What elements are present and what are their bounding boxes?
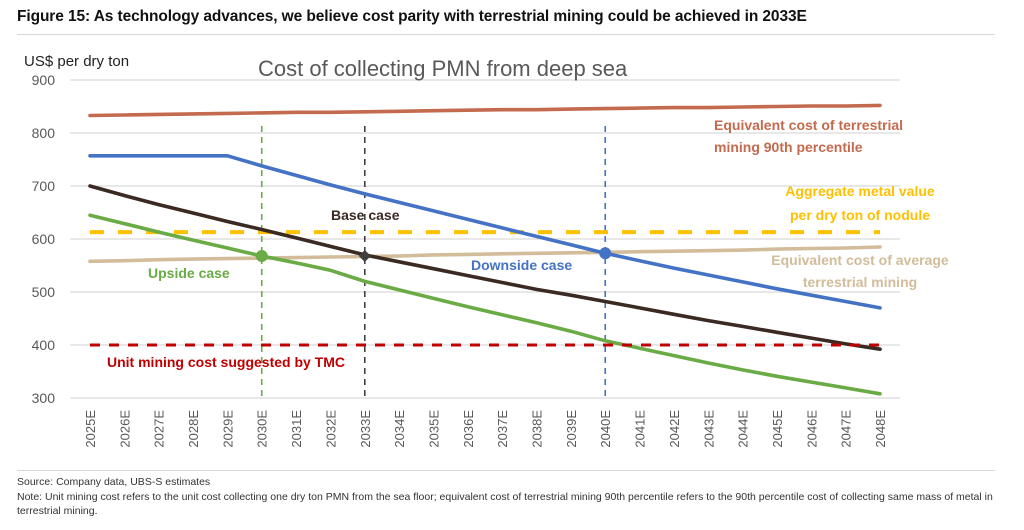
series-line <box>88 154 882 310</box>
figure-title: Figure 15: As technology advances, we be… <box>17 8 807 25</box>
series-annotation: mining 90th percentile <box>714 139 863 155</box>
y-axis-ticks: 300 400 500 600 700 800 900 <box>32 72 56 406</box>
x-tick-label: 2035E <box>426 410 441 448</box>
series-line <box>88 245 882 264</box>
series-annotation: Equivalent cost of terrestrial <box>714 117 903 133</box>
title-divider <box>17 34 995 35</box>
x-tick-label: 2026E <box>117 410 132 448</box>
parity-markers <box>255 247 612 262</box>
series-annotation: Aggregate metal value <box>785 183 935 199</box>
x-tick-label: 2046E <box>804 410 819 448</box>
y-tick-label: 700 <box>32 178 56 194</box>
x-tick-label: 2033E <box>358 410 373 448</box>
x-tick-label: 2029E <box>220 410 235 448</box>
series-annotation: Equivalent cost of average <box>771 252 949 268</box>
x-tick-label: 2025E <box>83 410 98 448</box>
parity-marker <box>255 249 268 262</box>
x-tick-label: 2042E <box>667 410 682 448</box>
series-line <box>88 213 882 396</box>
x-tick-label: 2030E <box>255 410 270 448</box>
x-tick-label: 2047E <box>839 410 854 448</box>
parity-marker <box>599 247 612 260</box>
series-annotation: per dry ton of nodule <box>790 207 930 223</box>
y-tick-label: 600 <box>32 231 56 247</box>
x-tick-label: 2031E <box>289 410 304 448</box>
series-lines <box>88 103 882 396</box>
x-tick-label: 2043E <box>701 410 716 448</box>
x-tick-label: 2036E <box>461 410 476 448</box>
series-annotation: terrestrial mining <box>803 274 917 290</box>
x-tick-label: 2027E <box>152 410 167 448</box>
vertical-marker-lines <box>260 126 607 398</box>
chart-title: Cost of collecting PMN from deep sea <box>258 56 628 81</box>
x-axis-ticks: 2025E 2026E 2027E 2028E 2029E 2030E 2031E 2032E… <box>83 410 888 448</box>
y-tick-label: 800 <box>32 125 56 141</box>
y-tick-label: 500 <box>32 284 56 300</box>
y-tick-label: 400 <box>32 337 56 353</box>
series-annotation: Downside case <box>471 257 572 273</box>
series-annotations: Equivalent cost of terrestrial mining 90t… <box>107 117 949 370</box>
y-tick-label: 900 <box>32 72 56 88</box>
x-tick-label: 2039E <box>564 410 579 448</box>
x-tick-label: 2034E <box>392 410 407 448</box>
footnote: Note: Unit mining cost refers to the uni… <box>17 491 993 517</box>
series-annotation: Unit mining cost suggested by TMC <box>107 354 345 370</box>
x-tick-label: 2037E <box>495 410 510 448</box>
parity-marker <box>358 249 371 262</box>
x-tick-label: 2040E <box>598 410 613 448</box>
y-tick-label: 300 <box>32 390 56 406</box>
source-note: Source: Company data, UBS-S estimates <box>17 476 211 488</box>
series-line <box>88 103 882 118</box>
x-tick-label: 2038E <box>530 410 545 448</box>
series-annotation: Base case <box>331 207 400 223</box>
footer-divider <box>17 470 995 471</box>
series-annotation: Upside case <box>148 265 230 281</box>
x-tick-label: 2045E <box>770 410 785 448</box>
x-tick-label: 2048E <box>873 410 888 448</box>
series-line <box>88 184 882 352</box>
x-tick-label: 2041E <box>633 410 648 448</box>
x-tick-label: 2032E <box>323 410 338 448</box>
x-tick-label: 2044E <box>736 410 751 448</box>
x-tick-label: 2028E <box>186 410 201 448</box>
y-axis-label: US$ per dry ton <box>24 53 129 70</box>
